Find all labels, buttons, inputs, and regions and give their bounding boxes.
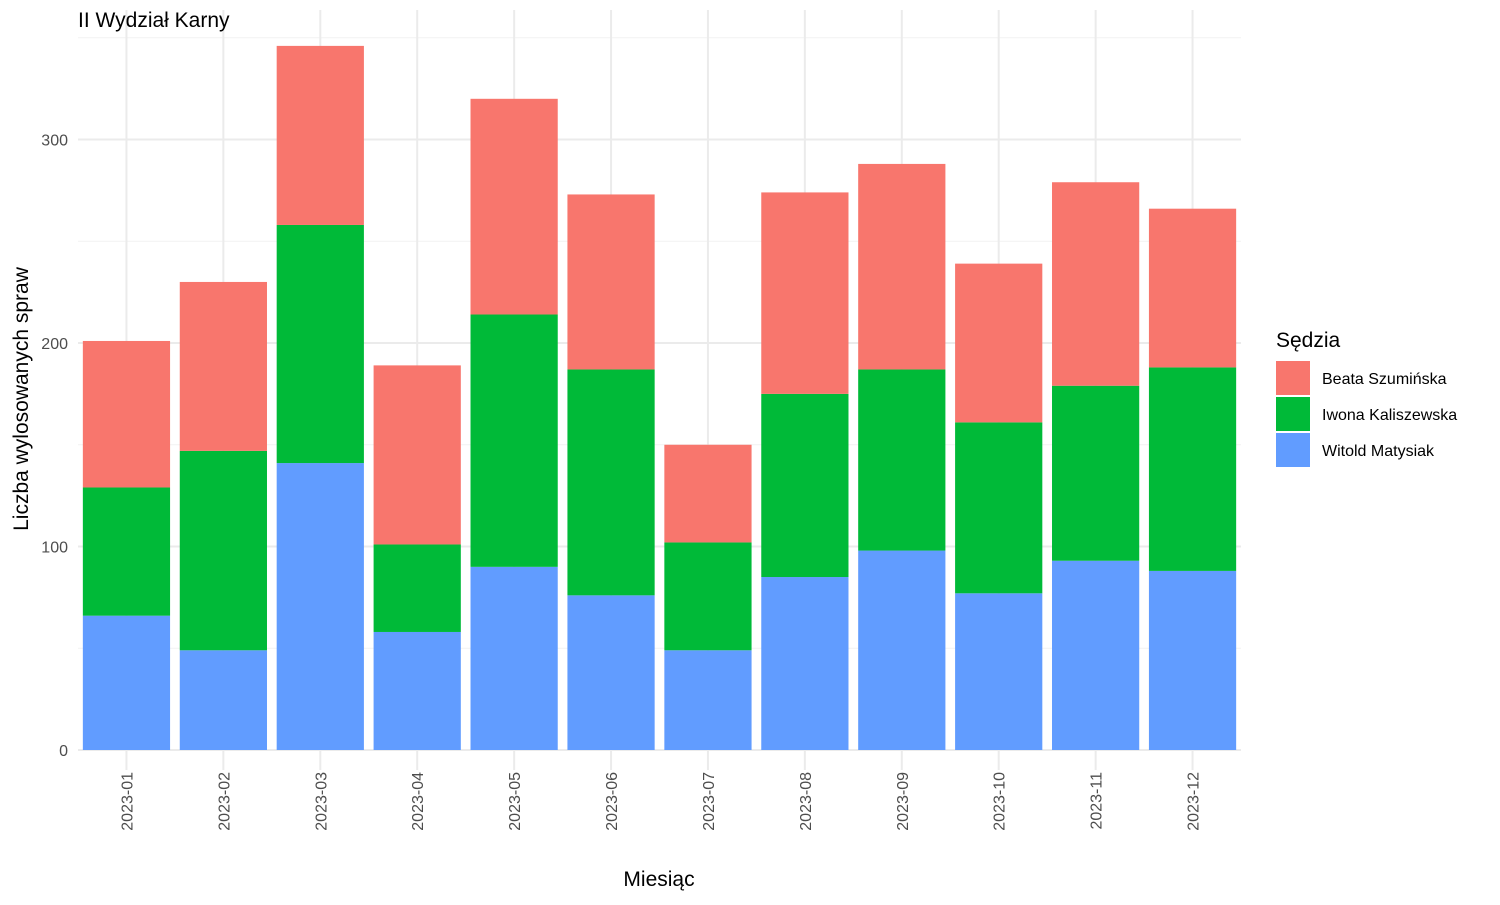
y-tick-label: 100 xyxy=(41,540,68,557)
axes: 0 100 200 300 2023-01 2023-02 2023-03 2023-04 20… xyxy=(41,133,1202,831)
bar-segment xyxy=(179,650,267,750)
bar-segment xyxy=(1052,560,1140,750)
bar-segment xyxy=(664,542,752,651)
bar-segment xyxy=(470,98,558,315)
bar-segment xyxy=(179,450,267,651)
bar-segment xyxy=(373,631,461,750)
bar-segment xyxy=(1148,208,1237,368)
bar-segment xyxy=(373,365,461,545)
bar-segment xyxy=(858,550,946,750)
x-tick-label: 2023-11 xyxy=(1089,772,1106,830)
bar-segment xyxy=(373,544,461,632)
x-tick-label: 2023-06 xyxy=(604,772,621,831)
x-tick-label: 2023-07 xyxy=(701,772,718,831)
bar-segment xyxy=(1148,570,1237,750)
legend-swatch xyxy=(1276,361,1310,395)
legend-items: Beata Szumińska Iwona Kaliszewska Witold M… xyxy=(1276,361,1457,467)
legend: Sędzia Beata Szumińska Iwona Kaliszewska W… xyxy=(1276,329,1457,467)
legend-label: Witold Matysiak xyxy=(1322,443,1435,460)
bar-segment xyxy=(82,340,171,488)
bar-segment xyxy=(567,595,655,750)
bar-segment xyxy=(1052,182,1140,386)
legend-title: Sędzia xyxy=(1276,329,1341,352)
bar-segment xyxy=(858,369,946,551)
bar-segment xyxy=(664,444,752,543)
bar-segment xyxy=(567,369,655,596)
x-tick-label: 2023-04 xyxy=(410,772,427,831)
bar-segment xyxy=(955,593,1043,750)
bars xyxy=(82,45,1237,750)
x-tick-label: 2023-05 xyxy=(507,772,524,831)
bar-segment xyxy=(567,194,655,370)
bar-segment xyxy=(761,577,849,750)
x-tick-label: 2023-09 xyxy=(895,772,912,831)
bar-segment xyxy=(82,615,171,750)
bar-segment xyxy=(1148,367,1237,571)
legend-label: Iwona Kaliszewska xyxy=(1322,407,1457,424)
x-tick-label: 2023-01 xyxy=(119,772,136,831)
legend-swatch xyxy=(1276,433,1310,467)
bar-segment xyxy=(470,314,558,567)
bar-segment xyxy=(82,487,171,616)
x-axis-title: Miesiąc xyxy=(623,868,694,891)
x-tick-label: 2023-08 xyxy=(798,772,815,831)
legend-swatch xyxy=(1276,397,1310,431)
bar-segment xyxy=(761,393,849,578)
y-tick-label: 300 xyxy=(41,133,68,150)
bar-segment xyxy=(276,45,364,225)
y-tick-label: 200 xyxy=(41,336,68,353)
x-tick-label: 2023-02 xyxy=(216,772,233,831)
bar-segment xyxy=(858,163,946,370)
bar-segment xyxy=(1052,385,1140,561)
x-tick-label: 2023-10 xyxy=(992,772,1009,831)
y-axis-title: Liczba wylosowanych spraw xyxy=(10,266,33,531)
bar-segment xyxy=(955,422,1043,594)
bar-segment xyxy=(664,650,752,750)
x-tick-label: 2023-03 xyxy=(313,772,330,831)
legend-label: Beata Szumińska xyxy=(1322,371,1447,388)
bar-segment xyxy=(179,281,267,451)
bar-segment xyxy=(276,463,364,750)
bar-segment xyxy=(470,566,558,750)
y-tick-label: 0 xyxy=(59,743,68,760)
bar-segment xyxy=(955,263,1043,423)
chart-title: II Wydział Karny xyxy=(78,9,230,32)
bar-segment xyxy=(276,224,364,464)
bar-segment xyxy=(761,192,849,394)
x-tick-label: 2023-12 xyxy=(1186,772,1203,831)
